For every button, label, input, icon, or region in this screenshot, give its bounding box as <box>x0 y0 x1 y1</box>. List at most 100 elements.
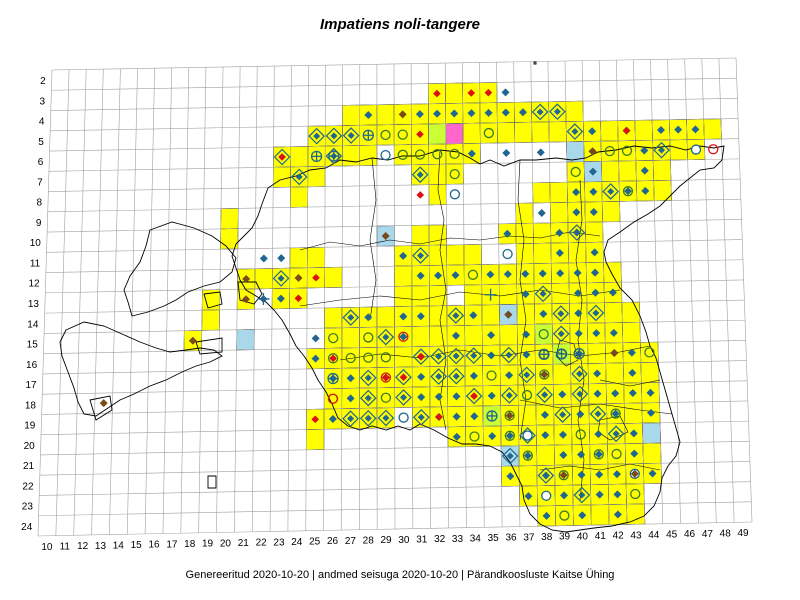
y-tick-label: 2 <box>40 76 46 87</box>
record-diamond-marker <box>450 109 459 118</box>
record-diamond-marker <box>523 371 531 379</box>
y-tick-label: 18 <box>25 400 37 411</box>
record-red-diamond-marker <box>622 126 631 135</box>
occupied-cell <box>482 365 501 387</box>
grid-line-horizontal <box>37 521 753 537</box>
record-diamond-ring-marker <box>395 389 412 406</box>
x-tick-label: 11 <box>60 541 71 552</box>
record-circle-marker <box>449 168 460 180</box>
record-diamond-marker <box>416 171 424 179</box>
record-brown-diamond-marker <box>504 310 513 319</box>
record-diamond-marker <box>417 372 426 381</box>
y-tick-label: 14 <box>27 319 39 330</box>
grid-line-horizontal <box>41 400 748 415</box>
record-diamond-marker <box>518 108 527 117</box>
grid-line-vertical <box>410 63 414 529</box>
record-brown-diamond-marker <box>398 110 407 119</box>
record-diamond-marker <box>590 248 599 257</box>
grid-line-vertical <box>462 62 467 528</box>
water-cell <box>236 329 255 351</box>
record-diamond-marker <box>467 109 476 118</box>
record-diamond-marker <box>506 452 514 460</box>
record-diamond-ring-marker <box>501 447 519 465</box>
record-circle-marker <box>521 389 533 401</box>
record-diamond-marker <box>608 288 617 297</box>
record-diamond-marker <box>417 393 426 402</box>
x-tick-label: 33 <box>452 534 464 545</box>
record-plus-marker <box>363 130 374 141</box>
record-diamond-marker <box>452 432 461 441</box>
record-diamond-marker <box>612 430 620 438</box>
record-diamond-marker <box>451 331 460 340</box>
grid-line-horizontal <box>39 461 750 476</box>
record-diamond-marker <box>276 294 285 303</box>
occupied-cell <box>341 327 360 349</box>
record-diamond-marker <box>452 412 461 421</box>
record-diamond-marker <box>486 270 495 279</box>
x-tick-label: 24 <box>291 537 303 548</box>
occupied-cell <box>429 325 448 347</box>
record-diamond-ring-marker <box>653 141 670 159</box>
record-diamond-ring-marker <box>554 406 571 423</box>
record-brown-diamond-marker <box>381 232 390 241</box>
occupied-cell <box>446 244 465 266</box>
record-circle-marker <box>363 332 374 343</box>
occupied-cell <box>359 144 378 166</box>
grid-line-vertical <box>633 59 646 525</box>
record-open-circle-marker <box>690 144 702 155</box>
record-diamond-marker <box>572 188 581 197</box>
record-circle-marker <box>432 149 443 160</box>
y-tick-label: 19 <box>24 421 36 432</box>
record-diamond-marker <box>469 311 478 320</box>
record-diamond-marker <box>628 389 637 398</box>
record-diamond-marker <box>557 330 565 338</box>
record-diamond-ring-marker <box>430 368 448 385</box>
y-tick-label: 6 <box>38 157 44 168</box>
grid-line-vertical <box>718 58 735 523</box>
record-circle-marker <box>449 148 460 160</box>
x-tick-label: 10 <box>41 542 53 553</box>
record-brown-diamond-marker <box>294 274 303 283</box>
x-tick-label: 26 <box>327 536 339 547</box>
grid-line-vertical <box>444 63 449 528</box>
record-diamond-marker <box>400 393 408 401</box>
occupied-cell <box>342 104 361 126</box>
record-diamond-marker <box>364 313 373 322</box>
x-tick-label: 14 <box>113 540 125 551</box>
record-diamond-ring-marker <box>500 346 518 364</box>
record-diamond-ring-marker <box>377 328 395 346</box>
record-diamond-marker <box>611 389 620 398</box>
record-diamond-ring-marker <box>552 305 570 322</box>
record-diamond-marker <box>399 312 408 321</box>
grid-line-vertical <box>216 66 224 533</box>
occupied-cell <box>428 224 447 246</box>
x-tick-label: 47 <box>702 529 714 540</box>
record-circle-marker <box>327 353 339 364</box>
occupied-cell-alt <box>534 323 553 345</box>
x-tick-label: 29 <box>381 535 393 546</box>
record-red-circle-marker <box>708 144 719 155</box>
x-tick-label: 36 <box>505 533 517 544</box>
grid-line-vertical <box>109 68 121 535</box>
occupied-cell <box>290 186 309 208</box>
record-circle-marker <box>504 410 515 421</box>
occupied-cell <box>376 104 395 126</box>
record-plus-marker <box>538 349 549 360</box>
record-plus-marker <box>484 288 497 301</box>
record-red-diamond-marker <box>329 354 337 363</box>
record-diamond-marker <box>435 352 443 360</box>
record-diamond-marker <box>522 330 531 339</box>
record-diamond-ring-marker <box>359 409 377 427</box>
record-diamond-marker <box>611 409 620 418</box>
occupied-cell <box>532 182 551 204</box>
x-tick-label: 46 <box>684 529 696 540</box>
record-circle-marker <box>593 449 604 460</box>
occupied-cell <box>290 146 309 168</box>
grid-line-horizontal <box>45 279 744 294</box>
record-circle-marker <box>363 352 374 363</box>
record-diamond-marker <box>488 432 497 441</box>
record-diamond-marker <box>641 186 650 195</box>
record-diamond-marker <box>469 371 478 380</box>
y-tick-label: 16 <box>26 360 38 371</box>
occupied-cell <box>305 429 325 451</box>
